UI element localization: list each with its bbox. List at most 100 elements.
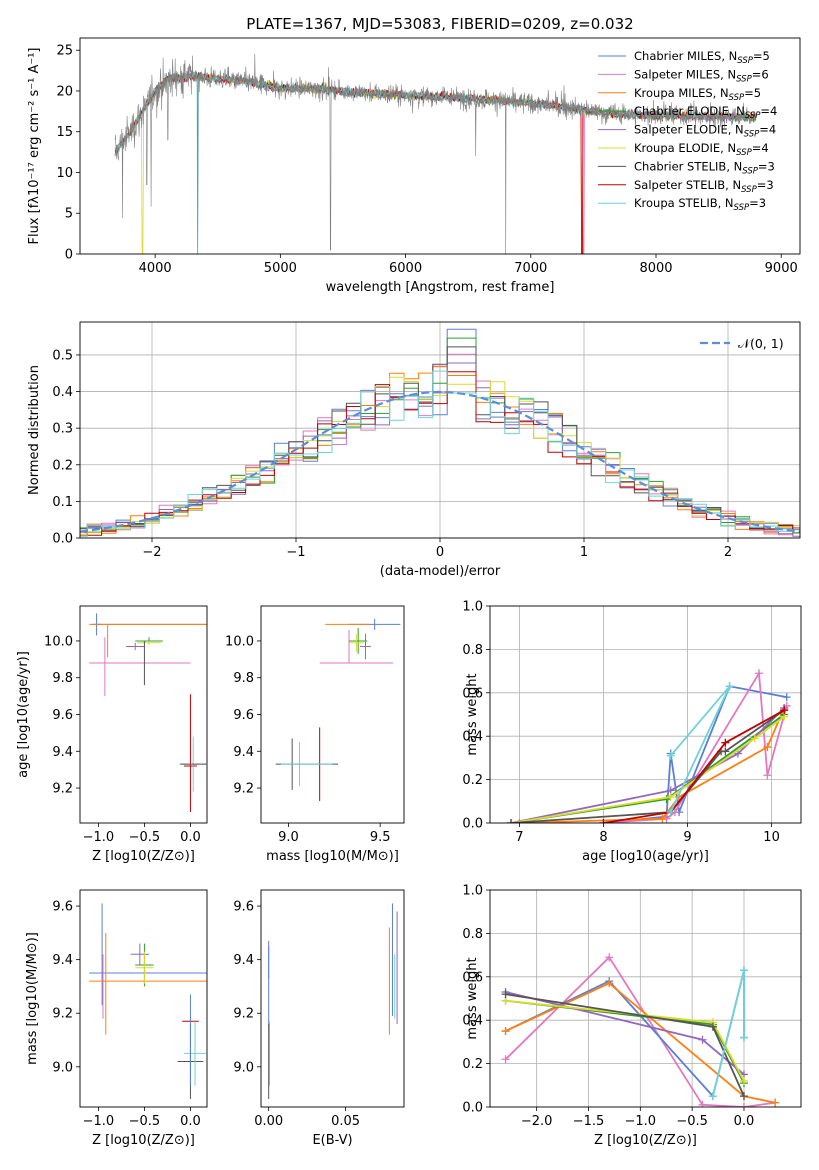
- plot-area: [89, 903, 207, 1099]
- weight-marker-kroupa_stelib: [666, 751, 675, 760]
- weight-line-chabrier_miles: [603, 685, 787, 823]
- y-tick-label: 25: [56, 44, 73, 59]
- x-tick-label: 5000: [264, 261, 297, 276]
- x-tick-label: −1.0: [83, 1114, 115, 1129]
- x-tick-label: −0.5: [676, 1114, 708, 1129]
- y-tick-label: 0.1: [52, 495, 73, 510]
- axes-frame: [79, 37, 801, 255]
- weight-marker-chabrier_stelib: [507, 819, 516, 823]
- legend-label: Chabrier STELIB, NSSP=3: [634, 159, 775, 176]
- y-tick-label: 9.2: [52, 1007, 73, 1022]
- axes-frame: [489, 605, 802, 824]
- weight-marker-kroupa_miles: [771, 1098, 780, 1107]
- y-tick-label: 0.0: [462, 1101, 483, 1116]
- x-tick-label: −1: [286, 545, 305, 560]
- x-tick-label: −2: [142, 545, 161, 560]
- y-axis-label: mass weight: [465, 673, 480, 755]
- axes-frame: [489, 889, 802, 1108]
- weight-marker-kroupa_stelib: [666, 808, 675, 817]
- x-tick-label: 0.05: [331, 1114, 360, 1129]
- x-axis-label: wavelength [Angstrom, rest frame]: [326, 280, 555, 295]
- chart-title: PLATE=1367, MJD=53083, FIBERID=0209, z=0…: [246, 15, 633, 33]
- weight-marker-kroupa_miles: [605, 979, 614, 988]
- y-tick-label: 9.4: [233, 745, 254, 760]
- plot-area: [490, 606, 801, 823]
- weight-marker-salpeter_miles: [698, 1100, 707, 1107]
- plot-area: [490, 890, 801, 1107]
- panel-weight_vs_age: 7 8 9 10 0.0 0.2 0.4 0.6 0.8 1.0 age [log10(age/yr…: [462, 600, 802, 864]
- weight-marker-salpeter_elodie: [698, 1035, 707, 1044]
- x-tick-label: 0.00: [254, 1114, 283, 1129]
- weight-marker-salpeter_miles: [754, 669, 763, 678]
- y-tick-label: 9.6: [233, 708, 254, 723]
- y-tick-label: 9.4: [52, 953, 73, 968]
- y-tick-label: 9.4: [52, 745, 73, 760]
- y-tick-label: 0.0: [52, 532, 73, 547]
- x-axis-label: Z [log10(Z/Z⊙)]: [594, 1133, 697, 1148]
- panel-age_vs_Z: −1.0 −0.5 0.0 9.2 9.4 9.6 9.8 10.0 Z [log10(Z/Z⊙…: [16, 605, 208, 864]
- y-tick-label: 0: [65, 248, 73, 263]
- y-tick-label: 0.6: [462, 970, 483, 985]
- x-tick-label: 8000: [639, 261, 672, 276]
- x-tick-label: 6000: [389, 261, 422, 276]
- plot-area: [89, 613, 207, 812]
- y-axis-label: Normed distribution: [27, 365, 42, 495]
- plot-area: [114, 53, 757, 254]
- legend: 𝒩(0, 1): [700, 336, 784, 351]
- y-tick-label: 9.8: [52, 671, 73, 686]
- weight-line-chabrier_miles: [505, 970, 745, 1099]
- plot-area: [275, 618, 401, 801]
- y-axis-label: mass weight: [465, 957, 480, 1039]
- weight-marker-salpeter_stelib: [599, 819, 608, 823]
- weight-marker-kroupa_miles: [658, 814, 667, 823]
- y-tick-label: 9.0: [233, 1060, 254, 1075]
- y-tick-label: 20: [56, 84, 73, 99]
- x-tick-label: 9000: [765, 261, 798, 276]
- weight-marker-kroupa_stelib: [739, 966, 748, 975]
- weight-line-kroupa_elodie: [510, 715, 785, 823]
- weight-marker-kroupa_miles: [501, 1027, 510, 1036]
- legend-label: Chabrier ELODIE, NSSP=4: [634, 104, 777, 121]
- y-tick-label: 9.4: [233, 953, 254, 968]
- x-tick-label: 9.5: [370, 830, 391, 845]
- y-tick-label: 10.0: [44, 634, 73, 649]
- x-axis-label: E(B-V): [312, 1133, 352, 1148]
- y-tick-label: 0.2: [462, 1057, 483, 1072]
- observed-spectrum: [114, 53, 757, 254]
- weight-line-chabrier_elodie: [510, 713, 785, 823]
- y-axis-label: Flux [fλ10⁻¹⁷ erg cm⁻² s⁻¹ A⁻¹]: [27, 48, 42, 245]
- y-tick-label: 0.8: [462, 643, 483, 658]
- x-axis-label: (data-model)/error: [380, 564, 501, 579]
- weight-marker-salpeter_miles: [763, 771, 772, 780]
- x-tick-label: 7: [515, 830, 523, 845]
- weight-marker-chabrier_miles: [782, 693, 791, 702]
- weight-marker-kroupa_elodie: [739, 1076, 748, 1085]
- weight-marker-chabrier_stelib: [501, 990, 510, 999]
- panel-spectrum: 4000 5000 6000 7000 8000 9000 0 5 10 15 20 25 wavele…: [27, 15, 801, 295]
- y-tick-label: 5: [65, 207, 73, 222]
- x-tick-label: 7000: [514, 261, 547, 276]
- x-tick-label: 4000: [139, 261, 172, 276]
- weight-marker-salpeter_miles: [501, 1055, 510, 1064]
- plot-area: [80, 322, 800, 538]
- x-tick-label: 10: [763, 830, 780, 845]
- y-tick-label: 9.2: [233, 782, 254, 797]
- x-tick-label: 0.0: [180, 830, 201, 845]
- weight-marker-kroupa_miles: [763, 743, 772, 752]
- weight-marker-salpeter_miles: [605, 953, 614, 962]
- legend-label: Kroupa MILES, NSSP=5: [634, 86, 761, 103]
- weight-line-salpeter_miles: [603, 670, 788, 823]
- weight-line-salpeter_stelib: [603, 709, 785, 823]
- x-tick-label: 0.0: [180, 1114, 201, 1129]
- y-axis-label: age [log10(age/yr)]: [16, 651, 31, 778]
- x-axis-label: age [log10(age/yr)]: [582, 849, 709, 864]
- y-tick-label: 15: [56, 125, 73, 140]
- y-tick-label: 9.6: [233, 900, 254, 915]
- y-tick-label: 9.2: [52, 782, 73, 797]
- weight-marker-chabrier_stelib: [708, 1022, 717, 1031]
- x-axis-label: mass [log10(M/M⊙)]: [266, 849, 399, 864]
- y-tick-label: 9.0: [52, 1060, 73, 1075]
- y-tick-label: 0.4: [462, 1014, 483, 1029]
- weight-marker-salpeter_miles: [739, 1103, 748, 1107]
